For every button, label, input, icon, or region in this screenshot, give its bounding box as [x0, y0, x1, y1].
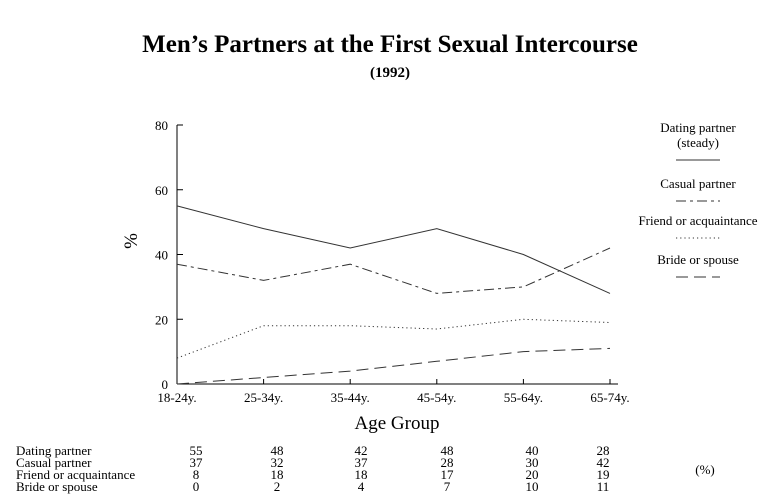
table-cell: 10 — [526, 479, 539, 494]
table-cell: 4 — [358, 479, 365, 494]
legend-label: Bride or spouse — [657, 252, 739, 267]
table-cell: 48 — [271, 443, 284, 458]
legend-label: (steady) — [677, 135, 719, 150]
x-axis-label: Age Group — [355, 413, 440, 434]
table-cell: 28 — [441, 455, 454, 470]
series-layer — [176, 205, 611, 385]
table-cell: 42 — [355, 443, 368, 458]
table-cell: 2 — [274, 479, 281, 494]
table-unit-label: (%) — [695, 462, 715, 477]
table-cell: 37 — [355, 455, 369, 470]
table-cell: 19 — [597, 467, 610, 482]
table-row-label: Dating partner — [16, 443, 92, 458]
series-line-3 — [176, 318, 611, 359]
x-tick-label: 18-24y. — [157, 390, 196, 405]
table-cell: 37 — [190, 455, 204, 470]
series-line-2 — [176, 247, 611, 294]
y-tick-label: 40 — [155, 248, 168, 263]
table-cell: 28 — [597, 443, 610, 458]
table-cell: 18 — [271, 467, 284, 482]
chart-subtitle: (1992) — [370, 65, 410, 81]
table-cell: 48 — [441, 443, 454, 458]
chart-title: Men’s Partners at the First Sexual Inter… — [142, 31, 638, 58]
table-cell: 55 — [190, 443, 203, 458]
x-tick-label: 45-54y. — [417, 390, 456, 405]
table-cell: 8 — [193, 467, 200, 482]
table-cell: 17 — [441, 467, 455, 482]
x-tick-label: 35-44y. — [331, 390, 370, 405]
legend-label: Friend or acquaintance — [638, 213, 757, 228]
table-cell: 0 — [193, 479, 200, 494]
table-row-label: Bride or spouse — [16, 479, 98, 494]
table-cell: 11 — [597, 479, 610, 494]
legend: Dating partner(steady) Casual partner Frie… — [638, 120, 758, 278]
legend-label: Casual partner — [660, 176, 736, 191]
table-row-label: Casual partner — [16, 455, 92, 470]
series-line-1 — [176, 205, 611, 294]
table-cell: 32 — [271, 455, 284, 470]
x-tick-label: 55-64y. — [504, 390, 543, 405]
series-line-4 — [176, 347, 611, 385]
table-cell: 7 — [444, 479, 451, 494]
table-row-label: Friend or acquaintance — [16, 467, 135, 482]
y-tick-label: 20 — [155, 312, 168, 327]
legend-label: Dating partner — [660, 120, 736, 135]
chart-axes: 0 20 40 60 80 18-24y. 25-34y. 35-44y. 45-54y. 55-… — [155, 118, 630, 405]
table-cell: 42 — [597, 455, 610, 470]
table-cell: 18 — [355, 467, 368, 482]
y-axis-label: % — [121, 233, 142, 249]
y-tick-label: 80 — [155, 118, 168, 133]
y-tick-label: 60 — [155, 183, 168, 198]
table-cell: 30 — [526, 455, 539, 470]
y-tick-label: 0 — [162, 377, 169, 392]
table-cell: 20 — [526, 467, 539, 482]
x-tick-label: 65-74y. — [590, 390, 629, 405]
x-tick-label: 25-34y. — [244, 390, 283, 405]
table-cell: 40 — [526, 443, 539, 458]
